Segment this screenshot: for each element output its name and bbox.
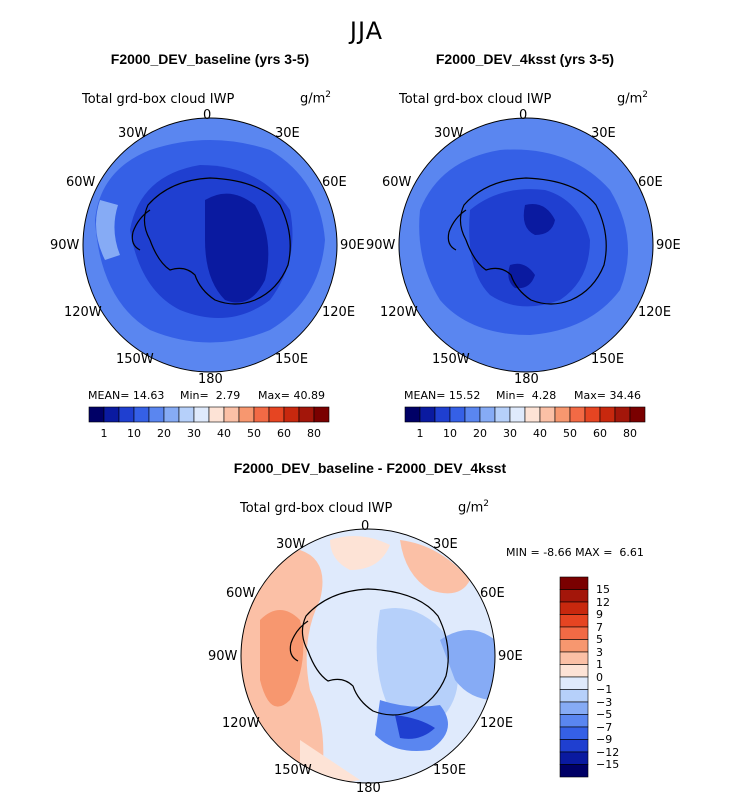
panel1-min: Min= 2.79 — [180, 389, 241, 402]
p3-lon-30w: 30W — [276, 537, 306, 552]
p3-lon-60e: 60E — [480, 586, 505, 601]
p3-cb-tick: 1 — [596, 658, 603, 671]
p2-lon-90e: 90E — [656, 238, 681, 253]
p3-cb-tick: 12 — [596, 596, 610, 609]
p3-lon-150w: 150W — [274, 763, 312, 778]
panel1-max: Max= 40.89 — [258, 389, 325, 402]
p2-lon-60e: 60E — [638, 175, 663, 190]
p1-lon-0: 0 — [203, 108, 212, 123]
p3-cb-tick: 0 — [596, 671, 603, 684]
panel3-title: F2000_DEV_baseline - F2000_DEV_4ksst — [233, 460, 507, 476]
p3-lon-150e: 150E — [433, 763, 467, 778]
p1-lon-60w: 60W — [66, 175, 96, 190]
panel1-variable-label: Total grd-box cloud IWP — [82, 92, 235, 107]
p3-lon-120e: 120E — [480, 716, 514, 731]
p2-lon-30w: 30W — [434, 126, 464, 141]
p2-cb-tick: 60 — [593, 427, 607, 440]
p1-cb-tick: 40 — [217, 427, 231, 440]
p1-cb-tick: 80 — [307, 427, 321, 440]
panel3-unit: g/m2 — [458, 499, 490, 516]
p1-cb-tick: 30 — [187, 427, 201, 440]
p1-cb-tick: 10 — [127, 427, 141, 440]
p3-cb-tick: 9 — [596, 608, 603, 621]
p2-cb-tick: 50 — [563, 427, 577, 440]
p2-lon-150e: 150E — [591, 352, 625, 367]
p2-cb-tick: 20 — [473, 427, 487, 440]
p3-lon-90e: 90E — [498, 649, 523, 664]
p3-cb-tick: −1 — [596, 683, 613, 696]
panel2-mean: MEAN= 15.52 — [404, 389, 481, 402]
p1-lon-30e: 30E — [275, 126, 300, 141]
p3-cb-tick: −15 — [596, 758, 620, 771]
panel1-mean: MEAN= 14.63 — [88, 389, 165, 402]
p3-lon-120w: 120W — [222, 716, 260, 731]
p1-lon-60e: 60E — [322, 175, 347, 190]
p3-lon-180: 180 — [356, 781, 381, 796]
p3-cb-tick: 5 — [596, 633, 603, 646]
panel1-unit: g/m2 — [300, 90, 332, 107]
season-title: JJA — [349, 17, 384, 45]
p3-cb-tick: −9 — [596, 733, 613, 746]
p3-lon-30e: 30E — [433, 537, 458, 552]
panel2-title: F2000_DEV_4ksst (yrs 3-5) — [435, 51, 615, 67]
p3-cb-tick: −12 — [596, 746, 620, 759]
p1-lon-150e: 150E — [275, 352, 309, 367]
p3-cb-tick: 3 — [596, 646, 603, 659]
p1-lon-120e: 120E — [322, 305, 356, 320]
p1-cb-tick: 50 — [247, 427, 261, 440]
p3-lon-60w: 60W — [226, 586, 256, 601]
panel2-min: Min= 4.28 — [496, 389, 557, 402]
p2-lon-120w: 120W — [380, 305, 418, 320]
p3-lon-90w: 90W — [208, 649, 238, 664]
p2-lon-60w: 60W — [382, 175, 412, 190]
p2-cb-tick: 10 — [443, 427, 457, 440]
p1-lon-120w: 120W — [64, 305, 102, 320]
p2-lon-0: 0 — [519, 108, 528, 123]
p3-cb-tick: −3 — [596, 696, 613, 709]
p3-cb-tick: −5 — [596, 708, 613, 721]
panel3-variable-label: Total grd-box cloud IWP — [240, 501, 393, 516]
p3-cb-tick: −7 — [596, 721, 613, 734]
p3-cb-tick: 15 — [596, 583, 610, 596]
panel1-title: F2000_DEV_baseline (yrs 3-5) — [110, 51, 310, 67]
p2-lon-90w: 90W — [366, 238, 396, 253]
p2-cb-tick: 30 — [503, 427, 517, 440]
p1-lon-90e: 90E — [340, 238, 365, 253]
p1-cb-tick: 20 — [157, 427, 171, 440]
panel2-unit: g/m2 — [617, 90, 649, 107]
p1-lon-150w: 150W — [116, 352, 154, 367]
p1-cb-tick: 60 — [277, 427, 291, 440]
p1-lon-90w: 90W — [50, 238, 80, 253]
p3-lon-0: 0 — [361, 519, 370, 534]
panel2-variable-label: Total grd-box cloud IWP — [399, 92, 552, 107]
p2-cb-tick: 1 — [416, 427, 424, 440]
p2-lon-30e: 30E — [591, 126, 616, 141]
p2-cb-tick: 40 — [533, 427, 547, 440]
p2-cb-tick: 80 — [623, 427, 637, 440]
p2-lon-150w: 150W — [432, 352, 470, 367]
p2-lon-120e: 120E — [638, 305, 672, 320]
panel2-max: Max= 34.46 — [574, 389, 641, 402]
panel3-minmax: MIN = -8.66 MAX = 6.61 — [506, 546, 644, 559]
p2-lon-180: 180 — [514, 372, 539, 387]
p1-lon-30w: 30W — [118, 126, 148, 141]
p3-cb-tick: 7 — [596, 621, 603, 634]
p1-lon-180: 180 — [198, 372, 223, 387]
p1-cb-tick: 1 — [100, 427, 108, 440]
